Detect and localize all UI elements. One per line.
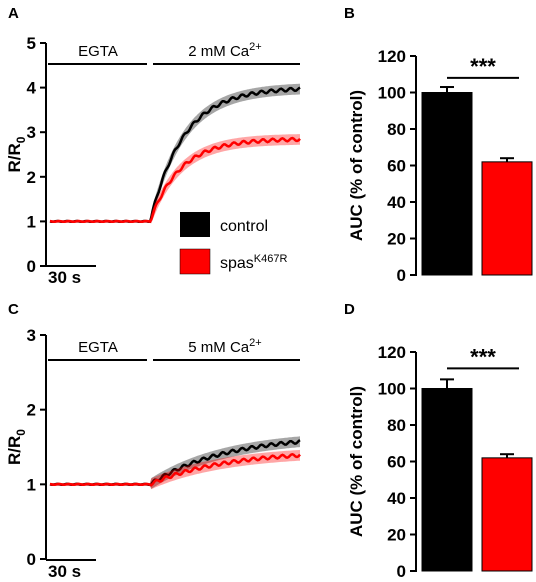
y-tick-label: 0: [27, 257, 36, 276]
panel-label-c: C: [8, 301, 19, 318]
legend: control spasK467R: [179, 212, 287, 275]
panel-label-a: A: [8, 5, 19, 22]
y-axis-label: AUC (% of control): [347, 90, 366, 241]
trace-error-band-control: [50, 436, 300, 489]
condition-label-calcium: 5 mM Ca2+: [188, 337, 261, 356]
bar-spasK467R: [481, 457, 533, 572]
panel-c-trace-chart: 0 1 2 3 R/R0 EGTA 5 mM Ca2+ 30 s: [5, 326, 301, 581]
y-tick-label: 120: [378, 47, 406, 66]
bar-control: [421, 388, 473, 572]
y-tick-label: 80: [387, 416, 406, 435]
y-tick-label: 5: [27, 34, 36, 53]
y-tick-label: 1: [27, 212, 36, 231]
y-tick-label: 3: [27, 123, 36, 142]
bar-spasK467R: [481, 161, 533, 276]
y-tick-label: 0: [397, 562, 406, 581]
y-tick-label: 0: [27, 550, 36, 569]
legend-swatch-spas: [179, 248, 211, 275]
y-tick-label: 40: [387, 193, 406, 212]
y-tick-label: 20: [387, 526, 406, 545]
y-tick-label: 100: [378, 380, 406, 399]
y-tick-label: 0: [397, 266, 406, 285]
trace-error-band-spas: [50, 449, 300, 490]
y-axis-label: AUC (% of control): [347, 386, 366, 537]
legend-swatch-control: [180, 212, 210, 237]
significance-stars: ***: [470, 344, 496, 369]
legend-label-spas: spasK467R: [220, 253, 287, 272]
y-tick-label: 120: [378, 343, 406, 362]
y-axis-label: R/R0: [5, 136, 28, 172]
y-tick-label: 60: [387, 157, 406, 176]
trace-line-spas: [49, 453, 301, 487]
y-tick-label: 60: [387, 453, 406, 472]
panel-a-trace-chart: 0 1 2 3 4 5 R/R0 EGTA 2 mM Ca2+ 30 s: [5, 34, 301, 287]
significance-stars: ***: [470, 54, 496, 79]
trace-error-band-control: [50, 83, 300, 223]
y-tick-label: 100: [378, 84, 406, 103]
legend-label-control: control: [220, 218, 268, 235]
bar-control: [421, 92, 473, 276]
condition-label-egta: EGTA: [78, 43, 118, 60]
y-tick-label: 40: [387, 489, 406, 508]
trace-line-spas: [49, 136, 301, 224]
y-tick-label: 2: [27, 168, 36, 187]
y-tick-label: 20: [387, 230, 406, 249]
panel-label-d: D: [344, 301, 355, 318]
panel-d-bar-chart: 0 20 40 60 80 100 120 AUC (% of control) ***: [347, 343, 533, 581]
y-tick-label: 4: [27, 79, 37, 98]
panel-label-b: B: [344, 5, 355, 22]
scale-bar-label: 30 s: [48, 562, 81, 581]
scale-bar-label: 30 s: [48, 268, 81, 287]
y-tick-label: 1: [27, 475, 36, 494]
y-tick-label: 80: [387, 120, 406, 139]
condition-label-egta: EGTA: [78, 339, 118, 356]
y-axis-label: R/R0: [5, 429, 28, 465]
trace-error-band-spas: [50, 134, 300, 224]
panel-b-bar-chart: 0 20 40 60 80 100 120 AUC (% of control) ***: [347, 47, 533, 285]
y-tick-label: 3: [27, 326, 36, 345]
condition-label-calcium: 2 mM Ca2+: [188, 41, 261, 60]
y-tick-label: 2: [27, 401, 36, 420]
